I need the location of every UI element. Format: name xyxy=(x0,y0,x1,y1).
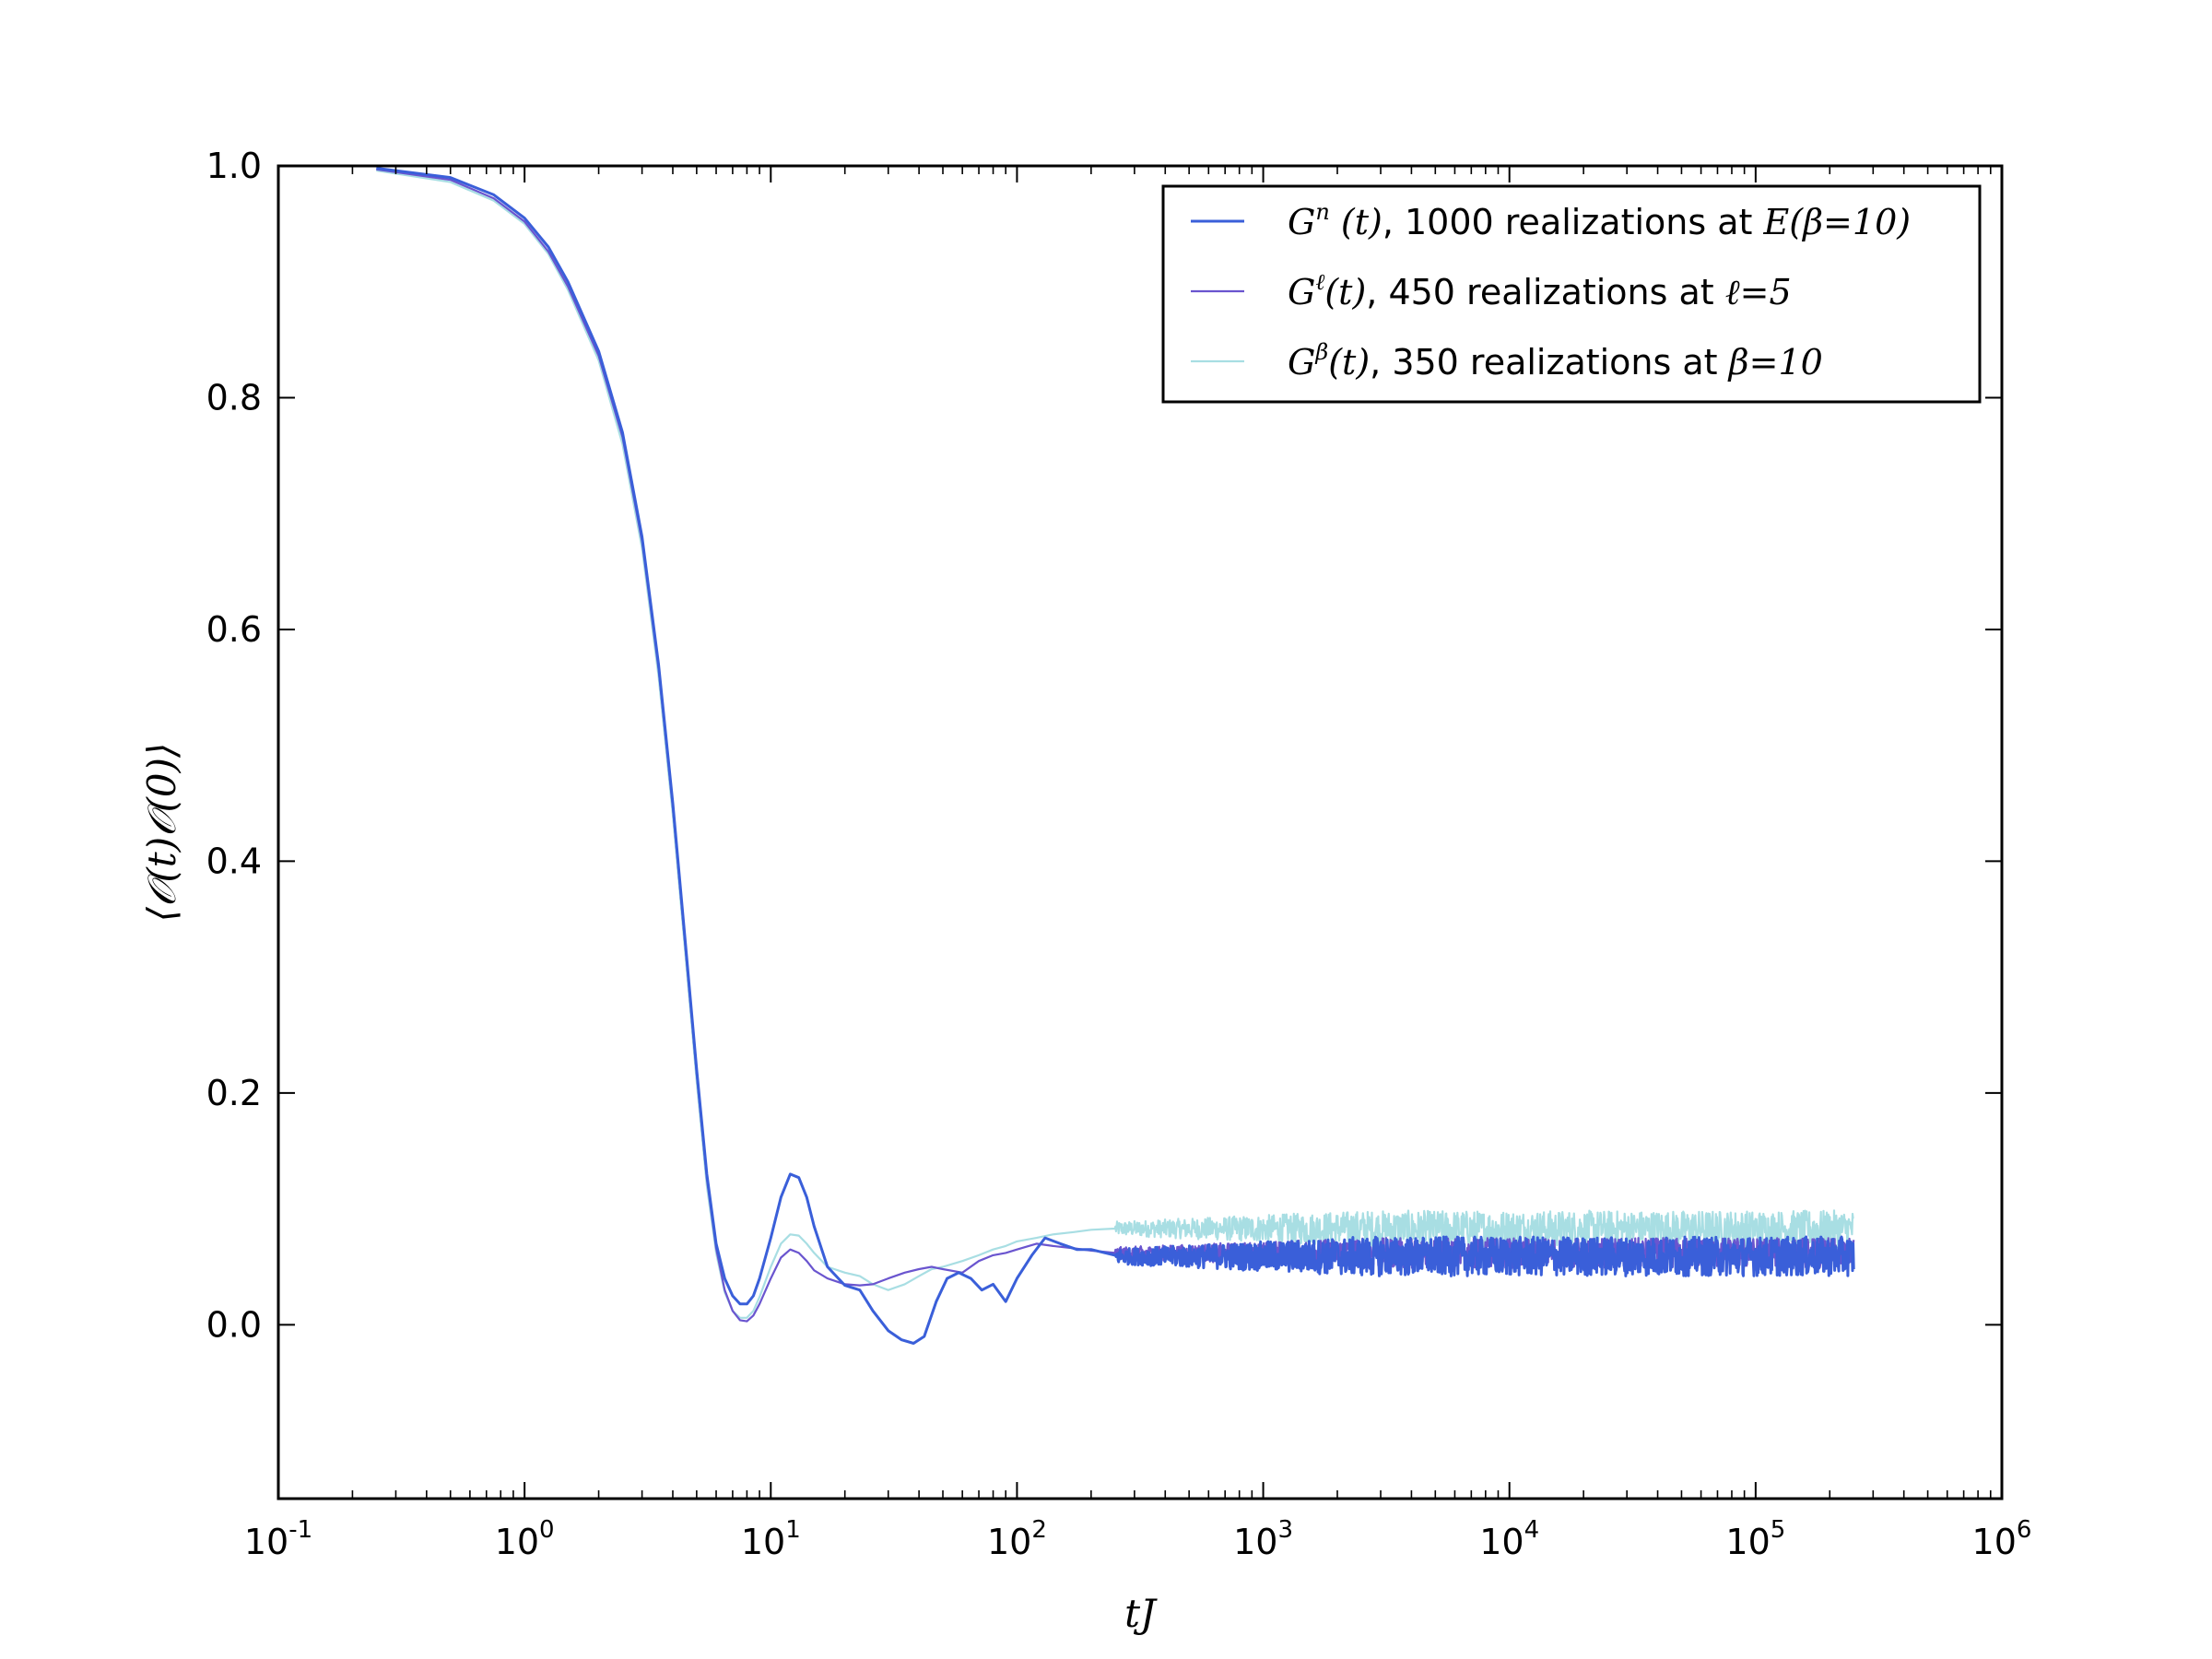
legend-box xyxy=(1161,184,1982,404)
y-tick-label: 0.0 xyxy=(206,1304,262,1345)
legend: Gn (t), 1000 realizations at E(β=10) Gℓ(t… xyxy=(1161,184,1982,404)
x-tick-label: 104 xyxy=(1479,1516,1539,1562)
y-tick-label: 0.8 xyxy=(206,377,262,418)
x-tick-label: 105 xyxy=(1725,1516,1785,1562)
x-tick-label: 106 xyxy=(1972,1516,2032,1562)
x-tick-label: 101 xyxy=(741,1516,801,1562)
tick-labels-layer: 10-1 100 101 102 103 104 105 106 0.0 0.2 0.4 0.6 0.8… xyxy=(206,146,2032,1562)
x-tick-label: 10-1 xyxy=(244,1516,312,1562)
y-tick-label: 0.4 xyxy=(206,841,262,881)
x-axis-label: tJ xyxy=(1124,1591,1158,1636)
legend-entry-2: Gℓ(t), 450 realizations at ℓ=5 xyxy=(1288,269,1792,312)
ticks-layer xyxy=(277,165,2003,1499)
x-tick-label: 100 xyxy=(495,1516,555,1562)
legend-entry-1: Gn (t), 1000 realizations at E(β=10) xyxy=(1288,199,1911,242)
series-layer xyxy=(376,167,1855,1345)
x-tick-label: 102 xyxy=(987,1516,1047,1562)
y-axis-label: ⟨𝒪(t)𝒪(0)⟩ xyxy=(139,743,184,923)
x-tick-label: 103 xyxy=(1233,1516,1293,1562)
y-tick-label: 0.6 xyxy=(206,609,262,650)
y-tick-label: 0.2 xyxy=(206,1073,262,1113)
plot-frame xyxy=(276,164,2004,1500)
series-line-1 xyxy=(376,167,1855,1345)
legend-entry-3: Gβ(t), 350 realizations at β=10 xyxy=(1288,339,1823,382)
y-tick-label: 1.0 xyxy=(206,146,262,186)
